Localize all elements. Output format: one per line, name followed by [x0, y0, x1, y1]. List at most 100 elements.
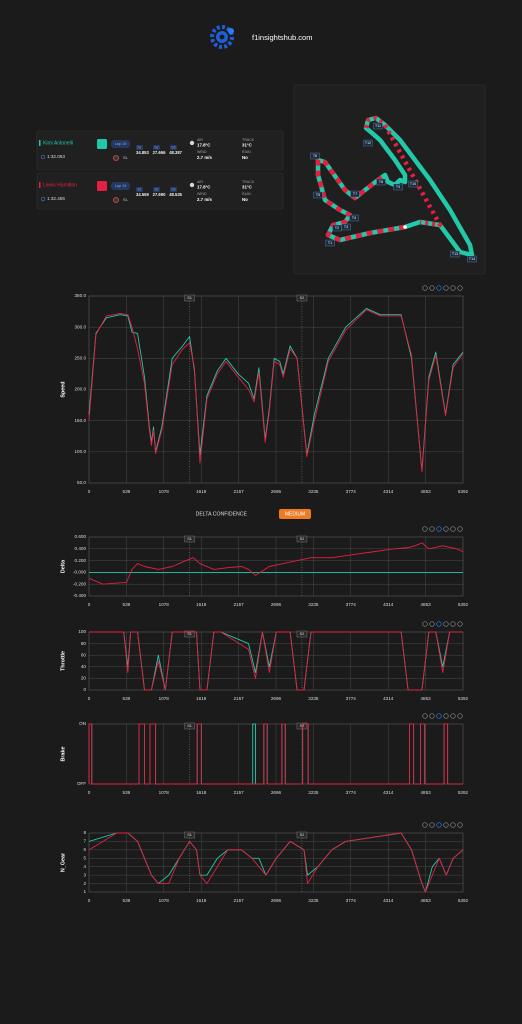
zoom-button[interactable]	[436, 713, 442, 719]
pan-button[interactable]	[443, 713, 449, 719]
y-tick-label: 4	[83, 864, 86, 869]
zoom-button[interactable]	[436, 526, 442, 532]
menu-button[interactable]	[457, 285, 463, 291]
reset-button[interactable]	[450, 713, 456, 719]
turn-badge	[313, 191, 323, 199]
sector-badge	[184, 722, 195, 730]
turn-label: T1	[328, 241, 332, 245]
x-tick-label: 2157	[233, 790, 244, 795]
zoom-in-button[interactable]	[422, 526, 428, 532]
y-tick-label: 0.200	[75, 558, 87, 563]
zoom-button[interactable]	[436, 822, 442, 828]
x-tick-label: 4853	[420, 602, 431, 607]
pan-button[interactable]	[443, 285, 449, 291]
zoom-in-button[interactable]	[422, 285, 428, 291]
tyre-icon	[113, 154, 120, 161]
start-finish	[403, 225, 407, 229]
reset-button[interactable]	[450, 526, 456, 532]
y-tick-label: 0.400	[75, 546, 87, 551]
x-tick-label: 2696	[271, 602, 282, 607]
y-tick-label: 1	[83, 889, 86, 894]
zoom-out-button[interactable]	[429, 713, 435, 719]
driver-swatch	[97, 139, 107, 149]
reset-button[interactable]	[450, 621, 456, 627]
y-tick-label: 350.0	[75, 293, 87, 298]
sector-time: 34.559	[136, 192, 149, 197]
turn-badge	[363, 139, 373, 147]
reset-button[interactable]	[450, 285, 456, 291]
zoom-out-button[interactable]	[429, 526, 435, 532]
x-tick-label: 1618	[196, 489, 207, 494]
zoom-out-button[interactable]	[429, 621, 435, 627]
chart: OFF ON 0 539 1078 1618 2157 2696 3235 3774 4314 485…	[60, 713, 469, 795]
chart: 1 2 3 4 5 6 7 8 0 539 1078 1618 2157 2696 3235 3774 4314…	[60, 822, 469, 903]
x-tick-label: 0	[88, 489, 91, 494]
sector-label: S1	[187, 537, 192, 541]
zoom-button[interactable]	[436, 621, 442, 627]
y-axis-label: Brake	[60, 747, 66, 762]
reset-button[interactable]	[450, 822, 456, 828]
sector-label: S2	[300, 833, 305, 837]
sector-tag	[153, 145, 160, 150]
x-tick-label: 3235	[308, 790, 319, 795]
y-tick-label: 80	[81, 641, 87, 646]
turn-label: T14	[469, 257, 475, 261]
turn-label: T7	[353, 192, 357, 196]
sector-badge	[296, 630, 308, 638]
x-tick-label: 539	[123, 898, 131, 903]
zoom-button[interactable]	[436, 285, 442, 291]
zoom-in-button[interactable]	[422, 621, 428, 627]
y-tick-label: -0.200	[73, 581, 86, 586]
sector-badge	[296, 294, 308, 302]
x-tick-label: 2696	[271, 696, 282, 701]
pan-button[interactable]	[443, 822, 449, 828]
x-tick-label: 3774	[346, 790, 357, 795]
zoom-in-button[interactable]	[422, 822, 428, 828]
x-tick-label: 4853	[420, 696, 431, 701]
delta-confidence-badge	[279, 509, 311, 519]
x-tick-label: 3235	[308, 489, 319, 494]
air-icon	[189, 140, 195, 146]
y-tick-label: 300.0	[75, 324, 87, 329]
x-tick-label: 2696	[271, 489, 282, 494]
turn-label: T9	[396, 185, 400, 189]
x-tick-label: 5392	[458, 696, 469, 701]
x-tick-label: 5392	[458, 602, 469, 607]
wind: 2.7 m/s	[197, 197, 212, 202]
x-tick-label: 3774	[346, 602, 357, 607]
turn-label: T11	[375, 124, 381, 128]
sector-tag	[170, 187, 177, 192]
x-tick-label: 5392	[458, 790, 469, 795]
lap-pill	[111, 182, 130, 190]
y-tick-label: 200.0	[75, 387, 87, 392]
sector-label: S2	[300, 724, 305, 728]
menu-button[interactable]	[457, 822, 463, 828]
track-temp: 31°C	[242, 143, 253, 148]
menu-button[interactable]	[457, 526, 463, 532]
x-tick-label: 539	[123, 602, 131, 607]
sector-label: S1	[187, 296, 192, 300]
zoom-out-button[interactable]	[429, 285, 435, 291]
turn-badge	[350, 190, 360, 198]
x-tick-label: 3235	[308, 602, 319, 607]
x-tick-label: 1078	[159, 602, 170, 607]
y-tick-label: -0.000	[73, 570, 86, 575]
lap-label: Lap 19	[115, 142, 127, 146]
y-tick-label: 50.0	[77, 480, 86, 485]
pan-button[interactable]	[443, 526, 449, 532]
driver-color-bar	[39, 140, 41, 146]
clock-icon	[40, 154, 46, 160]
lap-label: Lap 19	[115, 184, 127, 188]
pan-button[interactable]	[443, 621, 449, 627]
y-tick-label: OFF	[77, 781, 86, 786]
zoom-in-button[interactable]	[422, 713, 428, 719]
menu-button[interactable]	[457, 621, 463, 627]
sector-time: 48.387	[169, 150, 182, 155]
x-tick-label: 2157	[233, 898, 244, 903]
zoom-out-button[interactable]	[429, 822, 435, 828]
x-tick-label: 539	[123, 489, 131, 494]
y-tick-label: 3	[83, 872, 86, 877]
air-icon	[189, 182, 195, 188]
menu-button[interactable]	[457, 713, 463, 719]
